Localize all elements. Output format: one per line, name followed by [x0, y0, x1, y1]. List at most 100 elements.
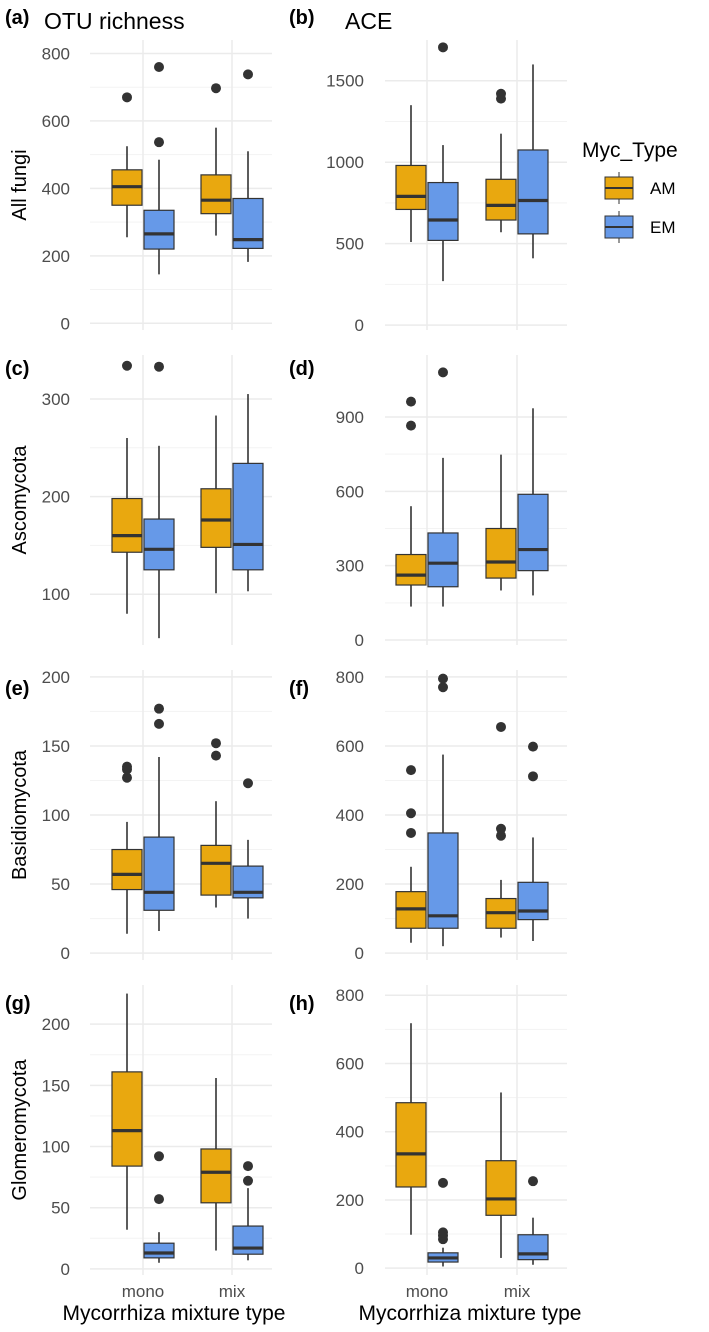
- box-am-mono: [395, 765, 427, 943]
- box-am-mix: [485, 1092, 517, 1258]
- y-tick-label: 1000: [326, 153, 364, 172]
- y-tick-label: 900: [336, 408, 364, 427]
- outlier-point: [406, 827, 416, 838]
- box-em-mix: [517, 741, 549, 942]
- iqr-box: [111, 497, 143, 553]
- box-em-mix: [517, 408, 549, 596]
- box-em-mono: [143, 703, 175, 931]
- iqr-box: [517, 1234, 549, 1261]
- y-tick-label: 200: [42, 1015, 70, 1034]
- outlier-point: [496, 88, 506, 99]
- box-am-mono: [395, 396, 427, 607]
- box-em-mono: [143, 61, 175, 275]
- box-em-mono: [427, 367, 459, 607]
- y-tick-label: 0: [61, 1260, 70, 1279]
- y-tick-label: 400: [336, 806, 364, 825]
- box-em-mono: [143, 1151, 175, 1263]
- y-tick-label: 200: [42, 668, 70, 687]
- row-label: All fungi: [9, 149, 31, 220]
- box-em-mono: [143, 361, 175, 639]
- y-tick-label: 300: [336, 557, 364, 576]
- y-tick-label: 150: [42, 737, 70, 756]
- x-tick-label: mix: [219, 1282, 246, 1301]
- y-tick-label: 0: [61, 314, 70, 333]
- outlier-point: [154, 61, 164, 72]
- legend-label-em: EM: [650, 218, 676, 237]
- iqr-box: [485, 527, 517, 579]
- iqr-box: [427, 832, 459, 929]
- outlier-point: [211, 83, 221, 94]
- iqr-box: [485, 1160, 517, 1216]
- box-am-mix: [200, 1077, 232, 1251]
- y-tick-label: 0: [355, 944, 364, 963]
- y-tick-label: 800: [336, 668, 364, 687]
- outlier-point: [438, 1177, 448, 1188]
- outlier-point: [496, 823, 506, 834]
- y-tick-label: 1500: [326, 72, 364, 91]
- box-am-mono: [111, 761, 143, 934]
- outlier-point: [154, 361, 164, 372]
- y-tick-label: 100: [42, 585, 70, 604]
- row-label: Ascomycota: [9, 445, 31, 555]
- legend-label-am: AM: [650, 179, 676, 198]
- iqr-box: [111, 1071, 143, 1167]
- iqr-box: [517, 493, 549, 572]
- outlier-point: [406, 420, 416, 431]
- row-label: Basidiomycota: [9, 749, 31, 880]
- panel-c: 100 200 300 (c) Ascomycota: [5, 355, 272, 645]
- outlier-point: [122, 92, 132, 103]
- panel-grid: 0 200 400 600 800 (a) OTU richness All fungi 0 50…: [5, 7, 567, 1301]
- y-tick-label: 500: [336, 235, 364, 254]
- outlier-point: [154, 703, 164, 714]
- iqr-box: [427, 181, 459, 241]
- box-em-mono: [427, 1177, 459, 1267]
- x-axis-title-left: Mycorrhiza mixture type: [63, 1302, 286, 1325]
- box-am-mono: [395, 105, 427, 243]
- outlier-point: [243, 69, 253, 80]
- y-tick-label: 800: [336, 986, 364, 1005]
- iqr-box: [395, 1102, 427, 1188]
- iqr-box: [200, 488, 232, 548]
- iqr-box: [232, 462, 264, 571]
- outlier-point: [406, 808, 416, 819]
- panel-label: (f): [289, 678, 309, 700]
- y-tick-label: 400: [42, 179, 70, 198]
- x-tick-label: mono: [406, 1282, 449, 1301]
- row-label: Glomeromycota: [9, 1059, 31, 1201]
- box-am-mix: [200, 83, 232, 236]
- iqr-box: [200, 174, 232, 215]
- panel-label: (e): [5, 678, 29, 700]
- outlier-point: [528, 771, 538, 782]
- box-em-mono: [427, 673, 459, 947]
- panel-label: (h): [289, 993, 315, 1015]
- y-tick-label: 100: [42, 1138, 70, 1157]
- panel-e: 0 50 100 150 200 (e) Basidiomycota: [5, 668, 272, 963]
- iqr-box: [143, 209, 175, 250]
- iqr-box: [517, 881, 549, 921]
- y-tick-label: 0: [355, 316, 364, 335]
- y-tick-label: 600: [42, 112, 70, 131]
- box-am-mix: [485, 88, 517, 233]
- outlier-point: [528, 1176, 538, 1187]
- panel-label: (b): [289, 7, 315, 29]
- y-tick-label: 50: [51, 875, 70, 894]
- box-em-mix: [232, 69, 264, 262]
- panel-label: (a): [5, 7, 29, 29]
- panel-d: 0 300 600 900 (d): [289, 355, 567, 650]
- outlier-point: [154, 1151, 164, 1162]
- y-tick-label: 600: [336, 737, 364, 756]
- box-em-mono: [427, 42, 459, 282]
- outlier-point: [122, 761, 132, 772]
- y-tick-label: 150: [42, 1076, 70, 1095]
- outlier-point: [211, 750, 221, 761]
- outlier-point: [496, 830, 506, 841]
- iqr-box: [200, 1148, 232, 1204]
- y-tick-label: 0: [61, 944, 70, 963]
- y-tick-label: 50: [51, 1199, 70, 1218]
- iqr-box: [143, 1242, 175, 1259]
- box-am-mix: [200, 738, 232, 908]
- outlier-point: [243, 1161, 253, 1172]
- iqr-box: [427, 532, 459, 588]
- outlier-point: [406, 765, 416, 776]
